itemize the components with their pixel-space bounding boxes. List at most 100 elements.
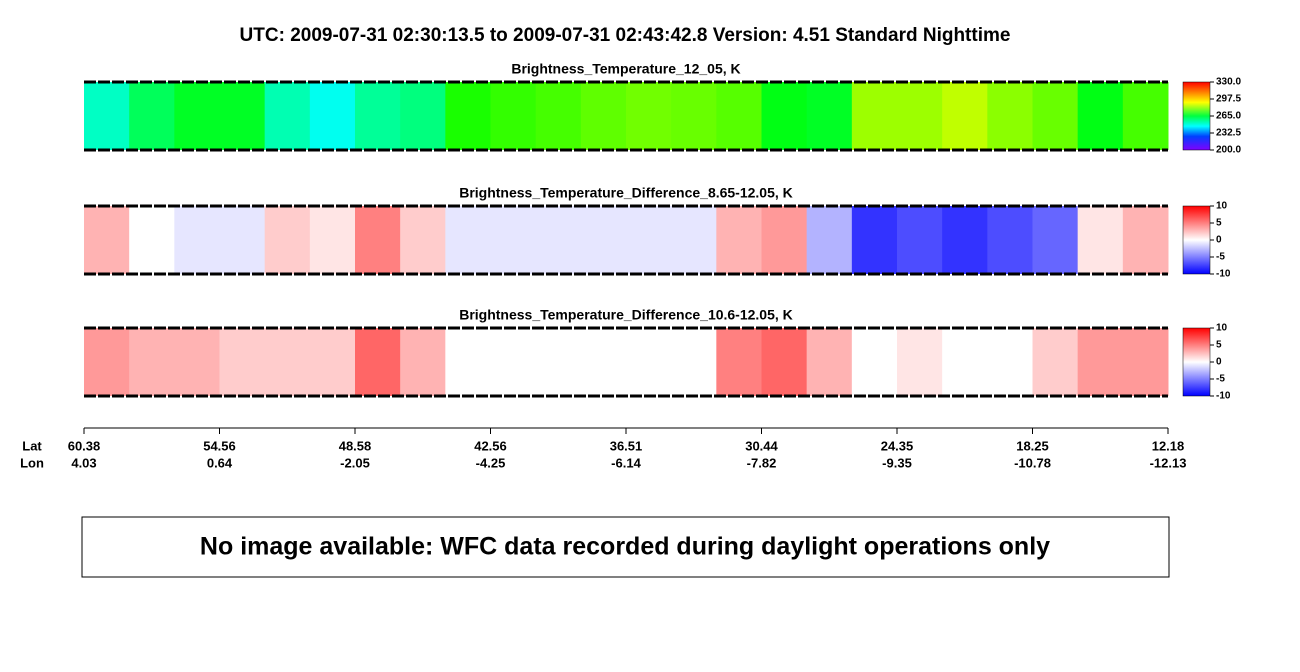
colorbar-tick-label: 10 [1216, 201, 1228, 212]
lat-tick-label: 12.18 [1152, 438, 1185, 453]
heat-cell [400, 82, 446, 150]
heat-cell [942, 82, 988, 150]
heat-cell [84, 206, 130, 274]
heat-cell [626, 206, 672, 274]
heat-cell [129, 328, 175, 396]
heat-cell [84, 328, 130, 396]
colorbar-tick-label: 330.0 [1216, 77, 1241, 88]
lon-label: Lon [20, 455, 44, 470]
colorbar-tick-label: 232.5 [1216, 128, 1241, 139]
lat-tick-label: 36.51 [610, 438, 643, 453]
heat-cell [1032, 82, 1079, 150]
heat-cell [1077, 206, 1124, 274]
heat-cell [626, 328, 672, 396]
lon-tick-label: -2.05 [340, 455, 370, 470]
heat-cell [490, 328, 537, 396]
heat-cell [264, 328, 311, 396]
colorbar-tick-label: -10 [1216, 391, 1231, 402]
heat-cell [309, 328, 356, 396]
colorbar-tick-label: -5 [1216, 374, 1225, 385]
lat-tick-label: 30.44 [745, 438, 778, 453]
heat-cell [671, 82, 717, 150]
heat-cell [761, 328, 808, 396]
heat-cell [490, 206, 537, 274]
heat-cell [897, 206, 943, 274]
heat-cell [1077, 328, 1124, 396]
lon-tick-label: -10.78 [1014, 455, 1051, 470]
heat-cell [626, 82, 672, 150]
heat-cell [987, 328, 1033, 396]
lat-tick-label: 42.56 [474, 438, 507, 453]
heat-cell [806, 206, 853, 274]
heat-cell [264, 206, 311, 274]
notice: No image available: WFC data recorded du… [200, 533, 1050, 561]
colorbar-tick-label: 265.0 [1216, 111, 1241, 122]
heat-cell [174, 328, 220, 396]
heat-cell [671, 206, 717, 274]
heat-cell [851, 206, 898, 274]
heat-cell [1122, 328, 1169, 396]
heat-cell [129, 206, 175, 274]
heat-cell [942, 328, 988, 396]
heat-cell [219, 328, 266, 396]
heat-cell [671, 328, 717, 396]
heat-cell [806, 82, 853, 150]
heat-cell [580, 206, 627, 274]
heat-cell [400, 328, 446, 396]
panel-title: Brightness_Temperature_12_05, K [511, 61, 740, 77]
colorbar-tick-label: 10 [1216, 323, 1228, 334]
heat-cell [716, 206, 762, 274]
heat-cell [490, 82, 537, 150]
heat-cell [761, 206, 808, 274]
colorbar [1182, 205, 1211, 275]
lon-tick-label: -6.14 [611, 455, 641, 470]
heat-cell [264, 82, 311, 150]
panel-title: Brightness_Temperature_Difference_8.65-1… [459, 185, 793, 201]
heat-cell [309, 206, 356, 274]
heat-cell [219, 206, 266, 274]
lon-tick-label: -4.25 [476, 455, 506, 470]
lon-tick-label: 0.64 [207, 455, 233, 470]
heat-cell [174, 82, 220, 150]
lat-tick-label: 60.38 [68, 438, 101, 453]
colorbar [1182, 81, 1211, 151]
lon-tick-label: -9.35 [882, 455, 912, 470]
heat-cell [174, 206, 220, 274]
colorbar-tick-label: 0 [1216, 357, 1222, 368]
heat-cell [535, 82, 582, 150]
heat-cell [445, 328, 491, 396]
colorbar-tick-label: 200.0 [1216, 145, 1241, 156]
colorbar-tick-label: 297.5 [1216, 94, 1241, 105]
lon-tick-label: -12.13 [1150, 455, 1187, 470]
heat-cell [1077, 82, 1124, 150]
heat-cell [1032, 328, 1079, 396]
heat-cell [897, 82, 943, 150]
notice-box [81, 516, 1170, 578]
lat-label: Lat [22, 438, 42, 453]
heat-cell [309, 82, 356, 150]
heat-cell [355, 328, 401, 396]
heat-cell [535, 328, 582, 396]
colorbar-tick-label: -10 [1216, 269, 1231, 280]
panel-title: Brightness_Temperature_Difference_10.6-1… [459, 307, 793, 323]
lon-tick-label: 4.03 [71, 455, 96, 470]
heat-cell [716, 82, 762, 150]
heat-cell [1032, 206, 1079, 274]
heat-cell [355, 206, 401, 274]
colorbar-tick-label: 0 [1216, 235, 1222, 246]
heat-cell [806, 328, 853, 396]
heat-cell [851, 82, 898, 150]
heat-cell [761, 82, 808, 150]
heat-cell [580, 328, 627, 396]
lat-tick-label: 54.56 [203, 438, 236, 453]
heat-cell [219, 82, 266, 150]
lon-tick-label: -7.82 [747, 455, 777, 470]
heat-cell [987, 82, 1033, 150]
colorbar-tick-label: -5 [1216, 252, 1225, 263]
lat-tick-label: 48.58 [339, 438, 372, 453]
heat-cell [400, 206, 446, 274]
lat-tick-label: 24.35 [881, 438, 914, 453]
heat-cell [129, 82, 175, 150]
colorbar [1182, 327, 1211, 397]
